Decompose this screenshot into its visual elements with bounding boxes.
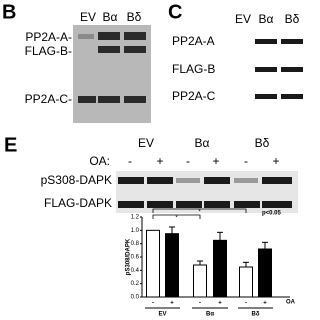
significance-bracket — [152, 208, 247, 213]
group-label: EV — [138, 136, 154, 150]
group-label: Bα — [195, 136, 210, 150]
row-label: PP2A-A — [172, 34, 215, 48]
x-tick-label: - — [152, 301, 154, 307]
panel-label: E — [4, 134, 17, 156]
row-label: PP2A-C- — [25, 92, 72, 106]
treatment: + — [212, 154, 219, 168]
lane-label: Bδ — [127, 10, 142, 24]
group-label: Bδ — [252, 312, 260, 318]
significance-mark: * — [198, 210, 201, 216]
row-label: FLAG-B — [172, 62, 215, 76]
x-axis-label: OA — [286, 300, 296, 306]
x-tick-label: + — [263, 301, 267, 307]
bands — [78, 32, 146, 103]
y-tick-label: 0.0 — [131, 295, 140, 301]
treatment: - — [128, 154, 132, 168]
bands — [118, 177, 292, 208]
row-label: FLAG-B- — [25, 44, 72, 58]
lane-label: EV — [80, 10, 96, 24]
bar — [193, 264, 207, 298]
lane-label: Bα — [259, 12, 274, 26]
bar — [146, 229, 160, 298]
lane-label: Bα — [103, 10, 118, 24]
x-tick-label: + — [218, 301, 222, 307]
treatment: + — [272, 154, 279, 168]
row-label: FLAG-DAPK — [44, 196, 112, 210]
treatment: + — [156, 154, 163, 168]
group-label: EV — [158, 312, 166, 318]
x-tick-label: + — [170, 301, 174, 307]
group-label: Bα — [206, 312, 214, 318]
y-tick-label: 0.8 — [131, 241, 140, 247]
bar — [213, 239, 227, 298]
bar — [258, 248, 272, 298]
row-label: PP2A-A- — [25, 30, 72, 44]
x-tick-label: - — [245, 301, 247, 307]
y-tick-label: 0.2 — [131, 281, 140, 287]
y-tick-label: 0.4 — [131, 268, 140, 274]
lane-label: EV — [235, 12, 251, 26]
treatment-label: OA: — [89, 154, 110, 168]
annotation: p<0.05 — [262, 211, 282, 217]
group-label: Bδ — [255, 136, 270, 150]
blot — [73, 25, 151, 123]
bands — [255, 39, 303, 99]
treatment: - — [186, 154, 190, 168]
bar — [239, 266, 253, 298]
lane-label: Bδ — [285, 12, 300, 26]
row-label: pS308-DAPK — [41, 173, 112, 187]
panel-label: C — [168, 1, 182, 23]
panel-label: B — [2, 1, 16, 23]
significance-bracket — [152, 214, 201, 219]
y-tick-label: 0.6 — [131, 255, 140, 261]
treatment: - — [244, 154, 248, 168]
significance-mark: * — [175, 216, 178, 222]
x-tick-label: - — [199, 301, 201, 307]
bar — [165, 233, 179, 298]
y-tick-label: 1.2 — [131, 215, 140, 221]
y-tick-label: 1.0 — [131, 228, 140, 234]
row-label: PP2A-C — [172, 89, 216, 103]
y-axis-label: pS308/DAPK — [126, 238, 132, 275]
